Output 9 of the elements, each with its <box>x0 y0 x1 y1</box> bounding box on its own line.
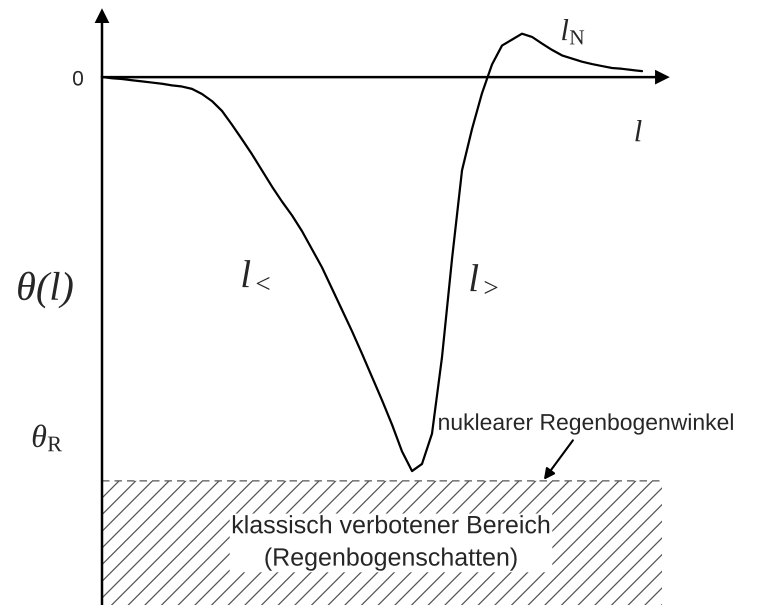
annotation: l$_{<}$ <box>242 260 270 290</box>
annotation: nuklearer Regenbogenwinkel <box>439 413 733 435</box>
annotation: l$_{N}$ <box>562 18 584 44</box>
ref-line-label: θ$_{R}$ <box>32 424 62 452</box>
y-axis-title: θ(l) <box>18 272 73 308</box>
text: 0 <box>73 70 83 86</box>
x-axis-title: l <box>635 120 642 142</box>
annotation: l$_{>}$ <box>470 264 498 294</box>
band-label: klassisch verbotener Bereich (Regenbogenschatten) <box>232 515 550 571</box>
